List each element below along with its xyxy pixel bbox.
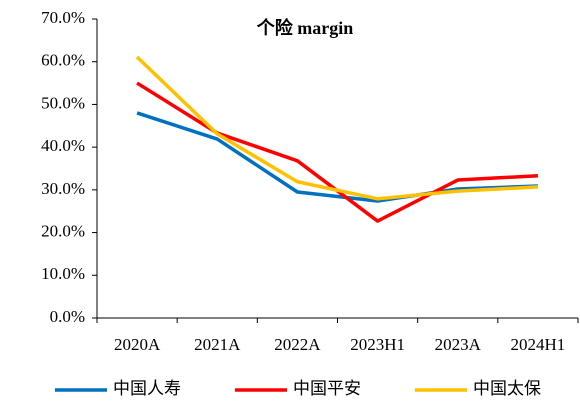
x-tick-label: 2024H1: [511, 335, 566, 354]
y-tick-label: 60.0%: [41, 51, 85, 70]
x-tick-label: 2020A: [114, 335, 161, 354]
series-line: [135, 55, 539, 201]
x-tick-label: 2022A: [274, 335, 321, 354]
series-line: [136, 111, 538, 203]
series-line: [136, 81, 539, 223]
y-tick-label: 20.0%: [41, 221, 85, 240]
legend-label: 中国平安: [293, 379, 361, 398]
x-tick-label: 2021A: [194, 335, 241, 354]
y-tick-label: 70.0%: [41, 8, 85, 27]
y-tick-label: 0.0%: [50, 307, 85, 326]
legend-label: 中国太保: [473, 379, 541, 398]
y-tick-label: 50.0%: [41, 93, 85, 112]
y-tick-label: 10.0%: [41, 264, 85, 283]
y-tick-label: 30.0%: [41, 179, 85, 198]
chart-title: 个险 margin: [256, 17, 354, 38]
y-tick-label: 40.0%: [41, 136, 85, 155]
x-tick-label: 2023H1: [350, 335, 405, 354]
legend-label: 中国人寿: [113, 379, 181, 398]
x-tick-label: 2023A: [435, 335, 482, 354]
